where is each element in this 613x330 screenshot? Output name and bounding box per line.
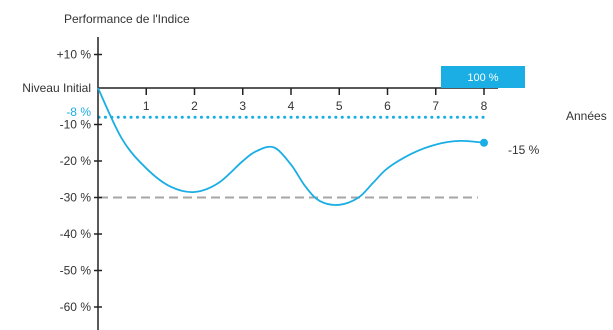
y-tick-label: -30 % bbox=[60, 191, 92, 205]
annotation-end-label: -15 % bbox=[508, 143, 540, 157]
y-axis-ticks: +10 % Niveau Initial -10 % -20 % -30 % -40 % -… bbox=[22, 48, 102, 314]
series-line bbox=[97, 87, 485, 206]
x-tick-label: 8 bbox=[481, 99, 488, 113]
x-tick-label: 1 bbox=[143, 99, 150, 113]
y-tick-label: -20 % bbox=[60, 154, 92, 168]
reference-lines: -8 % bbox=[66, 105, 488, 199]
x-tick-label: 6 bbox=[384, 99, 391, 113]
y-tick-label: -50 % bbox=[60, 264, 92, 278]
x-tick-label: 2 bbox=[191, 99, 198, 113]
reference-line-label: -8 % bbox=[66, 105, 91, 119]
y-tick-label: +10 % bbox=[57, 48, 92, 62]
y-tick-label: -10 % bbox=[60, 118, 92, 132]
x-axis-ticks: 1 2 3 4 5 6 7 8 bbox=[143, 88, 488, 113]
series-end-point bbox=[480, 138, 488, 147]
y-tick-label: -40 % bbox=[60, 227, 92, 241]
y-tick-label: -60 % bbox=[60, 300, 92, 314]
chart-title: Performance de l'Indice bbox=[64, 12, 190, 26]
annotation-box-100 bbox=[441, 66, 525, 88]
x-tick-label: 7 bbox=[432, 99, 439, 113]
annotation-100-label: 100 % bbox=[467, 72, 498, 84]
x-tick-label: 3 bbox=[239, 99, 246, 113]
x-tick-label: 5 bbox=[336, 99, 343, 113]
x-tick-label: 4 bbox=[288, 99, 295, 113]
x-axis-label: Années bbox=[566, 109, 607, 123]
y-tick-label: Niveau Initial bbox=[22, 81, 91, 95]
